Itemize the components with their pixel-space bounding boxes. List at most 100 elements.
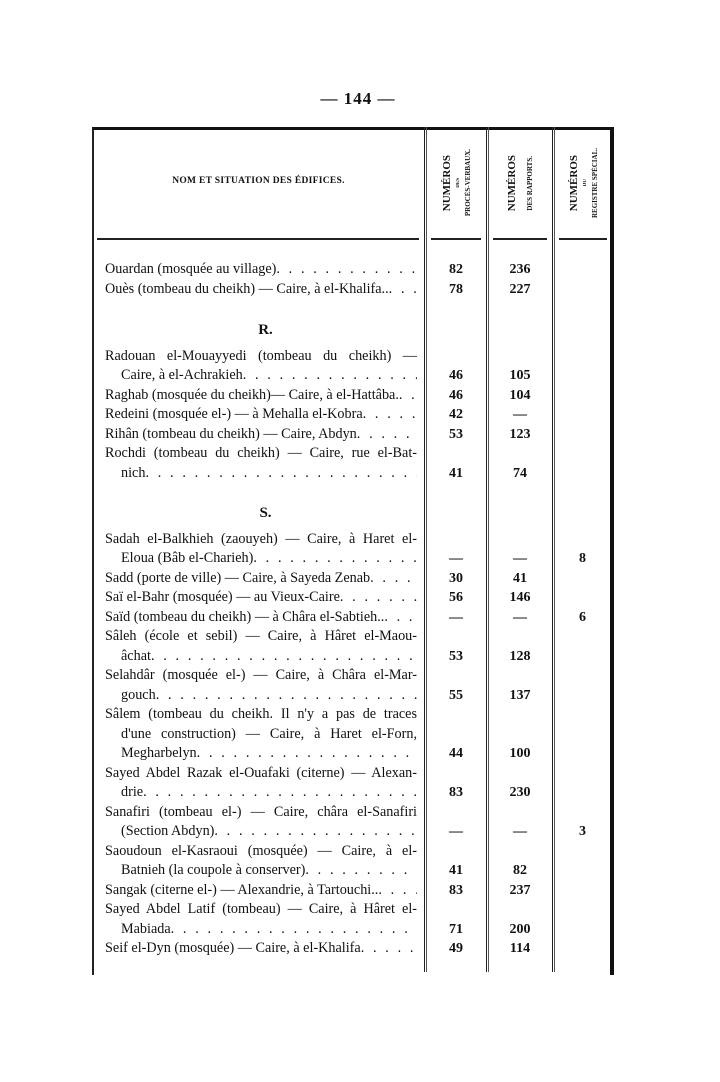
numero-proces: — bbox=[449, 824, 463, 839]
edifice-name: Sadah el-Balkhieh (zaouyeh) — Caire, à H… bbox=[94, 530, 425, 569]
table-row: Rochdi (tombeau du cheikh) — Caire, rue … bbox=[94, 444, 612, 483]
name-line: Sadah el-Balkhieh (zaouyeh) — Caire, à H… bbox=[105, 530, 417, 547]
numero-proces: — bbox=[449, 609, 463, 625]
name-text: Caire, à el-Achrakieh bbox=[121, 367, 243, 383]
header-line: PROCÈS-VERBAUX. bbox=[463, 149, 472, 217]
numero-registre bbox=[553, 444, 612, 483]
numero-rapports: 100 bbox=[509, 746, 531, 761]
name-line: drie . . . . . . . . . . . . . . . . . .… bbox=[105, 783, 417, 803]
numero-rapports: — bbox=[513, 551, 527, 566]
name-line: Saoudoun el-Kasraoui (mosquée) — Caire, … bbox=[105, 842, 417, 859]
dot-leader: . . . . . . . . . . . . . . . . . . . . … bbox=[370, 569, 417, 586]
name-text: Saïd (tombeau du cheikh) — à Châra el-Sa… bbox=[105, 608, 385, 625]
dot-leader: . . . . . . . . . . . . . . . . . . . . … bbox=[214, 823, 417, 839]
section-letter: S. bbox=[259, 505, 272, 521]
numero-proces: 44 bbox=[449, 746, 463, 761]
numero-proces: 71 bbox=[449, 921, 463, 937]
edifice-name: Raghab (mosquée du cheikh)— Caire, à el-… bbox=[94, 386, 425, 406]
numero-proces: 78 bbox=[449, 281, 463, 297]
name-line: Mabiada . . . . . . . . . . . . . . . . … bbox=[105, 920, 417, 940]
dot-leader: . . . . . . . . . . . . . . . . . . . . … bbox=[378, 881, 417, 898]
header-rule bbox=[493, 238, 547, 240]
edifice-name: Redeini (mosquée el-) — à Mehalla el-Kob… bbox=[94, 405, 425, 425]
name-line: Seif el-Dyn (mosquée) — Caire, à el-Khal… bbox=[105, 939, 417, 959]
name-text: gouch bbox=[121, 686, 156, 703]
header-line: NUMÉROS bbox=[567, 154, 580, 212]
numero-proces: 55 bbox=[449, 687, 463, 703]
table-row: Saoudoun el-Kasraoui (mosquée) — Caire, … bbox=[94, 842, 612, 881]
name-text: Ouardan (mosquée au village) bbox=[105, 261, 277, 277]
numero-rapports: 227 bbox=[509, 281, 531, 297]
table-row: Ouès (tombeau du cheikh) — Caire, à el-K… bbox=[94, 280, 612, 300]
numero-registre bbox=[553, 425, 612, 445]
numero-registre: 8 bbox=[579, 551, 586, 566]
numero-registre: 3 bbox=[579, 824, 586, 839]
table-row: Sâleh (école et sebil) — Caire, à Hâret … bbox=[94, 627, 612, 666]
edifice-name: Sanafiri (tombeau el-) — Caire, châra el… bbox=[94, 803, 425, 842]
name-line: Sâlem (tombeau du cheikh. Il n'y a pas d… bbox=[105, 706, 417, 722]
numero-registre bbox=[553, 347, 612, 386]
dot-leader: . . . . . . . . . . . . . . . . . . . . … bbox=[145, 464, 417, 481]
numero-registre bbox=[553, 569, 612, 589]
numero-rapports: 114 bbox=[509, 941, 531, 956]
header-rule bbox=[559, 238, 607, 240]
name-line: Sâleh (école et sebil) — Caire, à Hâret … bbox=[105, 628, 417, 644]
name-line: (Section Abdyn) . . . . . . . . . . . . … bbox=[105, 822, 417, 842]
column-header-rapports: NUMÉROS DES RAPPORTS. bbox=[490, 133, 550, 233]
edifice-name: Ouardan (mosquée au village) . . . . . .… bbox=[94, 260, 425, 280]
numero-registre bbox=[553, 386, 612, 406]
name-line: Sangak (citerne el-) — Alexandrie, à Tar… bbox=[105, 881, 417, 901]
numero-registre bbox=[553, 842, 612, 881]
dot-leader: . . . . . . . . . . . . . . . . . . . . … bbox=[362, 406, 417, 422]
numero-proces: 42 bbox=[449, 407, 463, 422]
numero-proces: 41 bbox=[449, 863, 463, 878]
table-row: Sanafiri (tombeau el-) — Caire, châra el… bbox=[94, 803, 612, 842]
table-row: Sadd (porte de ville) — Caire, à Sayeda … bbox=[94, 569, 612, 589]
table-row: Redeini (mosquée el-) — à Mehalla el-Kob… bbox=[94, 405, 612, 425]
numero-registre bbox=[553, 881, 612, 901]
dot-leader: . . . . . . . . . . . . . . . . . . . . … bbox=[155, 686, 417, 703]
numero-proces: 41 bbox=[449, 465, 463, 481]
numero-rapports: 74 bbox=[513, 465, 527, 481]
dot-leader: . . . . . . . . . . . . . . . . . . . . … bbox=[398, 386, 417, 403]
edifice-name: Radouan el-Mouayyedi (tombeau du cheikh)… bbox=[94, 347, 425, 386]
numero-rapports: 104 bbox=[509, 387, 531, 403]
name-line: nich . . . . . . . . . . . . . . . . . .… bbox=[105, 464, 417, 484]
name-line: Batnieh (la coupole à conserver) . . . .… bbox=[105, 861, 417, 881]
name-text: Saï el-Bahr (mosquée) — au Vieux-Caire bbox=[105, 589, 340, 605]
numero-registre bbox=[553, 705, 612, 764]
numero-rapports: 237 bbox=[509, 882, 531, 898]
table-row: Seif el-Dyn (mosquée) — Caire, à el-Khal… bbox=[94, 939, 612, 959]
name-text: âchat bbox=[121, 647, 151, 664]
numero-rapports: 137 bbox=[509, 687, 531, 703]
name-line: d'une construction) — Caire, à Haret el-… bbox=[121, 725, 417, 742]
dot-leader: . . . . . . . . . . . . . . . . . . . . … bbox=[150, 647, 417, 664]
dot-leader: . . . . . . . . . . . . . . . . . . . . … bbox=[305, 862, 417, 878]
header-line: NUMÉROS bbox=[440, 154, 453, 212]
edifice-name: Saoudoun el-Kasraoui (mosquée) — Caire, … bbox=[94, 842, 425, 881]
edifice-name: Sayed Abdel Razak el-Ouafaki (citerne) —… bbox=[94, 764, 425, 803]
table-row: Saïd (tombeau du cheikh) — à Châra el-Sa… bbox=[94, 608, 612, 628]
name-line: Sadd (porte de ville) — Caire, à Sayeda … bbox=[105, 569, 417, 589]
name-text: Eloua (Bâb el-Charieh) bbox=[121, 550, 254, 566]
dot-leader: . . . . . . . . . . . . . . . . . . . . … bbox=[196, 745, 417, 761]
header-rule bbox=[97, 238, 419, 240]
name-line: Megharbelyn . . . . . . . . . . . . . . … bbox=[105, 744, 417, 764]
name-line: Caire, à el-Achrakieh . . . . . . . . . … bbox=[105, 366, 417, 386]
name-line: âchat . . . . . . . . . . . . . . . . . … bbox=[105, 647, 417, 667]
name-text: Redeini (mosquée el-) — à Mehalla el-Kob… bbox=[105, 406, 363, 422]
header-line: DES bbox=[455, 178, 461, 188]
name-line: Radouan el-Mouayyedi (tombeau du cheikh)… bbox=[105, 347, 417, 364]
numero-rapports: 123 bbox=[509, 426, 531, 442]
table-body: Ouardan (mosquée au village) . . . . . .… bbox=[94, 260, 612, 959]
dot-leader: . . . . . . . . . . . . . . . . . . . . … bbox=[356, 425, 417, 442]
name-text: Sadd (porte de ville) — Caire, à Sayeda … bbox=[105, 569, 371, 586]
name-line: Ouès (tombeau du cheikh) — Caire, à el-K… bbox=[105, 280, 417, 300]
name-text: Rihân (tombeau du cheikh) — Caire, Abdyn bbox=[105, 425, 357, 442]
edifice-name: Sâlem (tombeau du cheikh. Il n'y a pas d… bbox=[94, 705, 425, 764]
numero-proces: 49 bbox=[449, 941, 463, 956]
numero-proces: 56 bbox=[449, 590, 463, 605]
header-line: DU bbox=[582, 179, 588, 187]
table-row: Rihân (tombeau du cheikh) — Caire, Abdyn… bbox=[94, 425, 612, 445]
edifice-name: Sayed Abdel Latif (tombeau) — Caire, à H… bbox=[94, 900, 425, 939]
